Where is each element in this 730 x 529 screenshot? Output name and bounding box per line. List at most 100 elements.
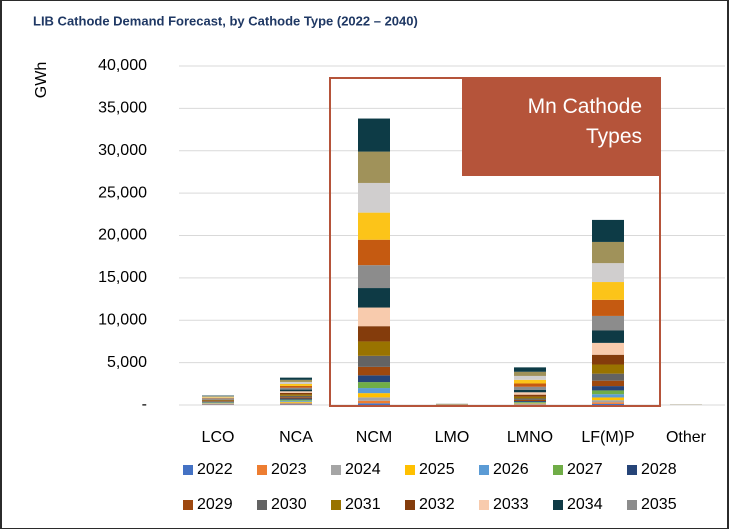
y-tick-label: 5,000 [107, 354, 147, 371]
bar-segment [280, 392, 312, 395]
bar-segment [280, 377, 312, 380]
bar-segment [514, 401, 546, 403]
bar-segment [592, 400, 624, 403]
bar-segment [280, 398, 312, 400]
bar-segment [592, 403, 624, 405]
bar-segment [514, 367, 546, 372]
bar-segment [358, 341, 390, 356]
legend-label: 2026 [493, 461, 529, 478]
bar-segment [514, 394, 546, 397]
legend-swatch [257, 500, 267, 510]
legend-swatch [627, 500, 637, 510]
bar-segment [202, 395, 234, 397]
bar-segment [592, 315, 624, 331]
bar-segment [592, 342, 624, 355]
y-axis-label: GWh [33, 62, 50, 98]
legend-label: 2029 [197, 496, 233, 513]
bar-segment [592, 394, 624, 398]
bar-segment [202, 397, 234, 399]
bar-segment [280, 404, 312, 405]
bar-segment [202, 397, 234, 398]
bar-segment [592, 299, 624, 316]
legend-swatch [479, 500, 489, 510]
bar-segment [592, 282, 624, 300]
y-tick-label: 40,000 [98, 57, 147, 74]
bar-segment [280, 401, 312, 403]
bar-segment [592, 397, 624, 401]
legend-label: 2032 [419, 496, 455, 513]
bar-segment [358, 400, 390, 404]
bar-segment [358, 382, 390, 389]
bar-segment [280, 391, 312, 393]
bar-segment [358, 212, 390, 240]
bar-segment [514, 398, 546, 400]
y-tick-label: 20,000 [98, 227, 147, 244]
x-tick-label: Other [666, 429, 707, 446]
bar-segment [514, 389, 546, 393]
bar-segment [280, 389, 312, 392]
bar-segment [592, 330, 624, 343]
bar-segment [592, 390, 624, 395]
bar-segment [592, 386, 624, 391]
bar-segment [358, 388, 390, 394]
bar-segment [358, 393, 390, 398]
x-tick-label: NCM [356, 429, 392, 446]
legend-label: 2035 [641, 496, 677, 513]
x-tick-label: NCA [279, 429, 313, 446]
legend-label: 2028 [641, 461, 677, 478]
bar-segment [358, 151, 390, 183]
bar-segment [514, 383, 546, 387]
legend-label: 2023 [271, 461, 307, 478]
bar-segment [202, 399, 234, 401]
bar-segment [358, 326, 390, 342]
bar-segment [514, 401, 546, 402]
legend-label: 2033 [493, 496, 529, 513]
bar-segment [358, 288, 390, 308]
x-tick-label: LF(M)P [581, 429, 634, 446]
y-tick-label: 15,000 [98, 269, 147, 286]
x-tick-label: LCO [202, 429, 235, 446]
y-tick-label: 10,000 [98, 311, 147, 328]
legend-swatch [331, 500, 341, 510]
bar-segment [358, 403, 390, 405]
bar-segment [280, 403, 312, 405]
bar-segment [592, 263, 624, 283]
bar-segment [514, 392, 546, 395]
legend-swatch [405, 465, 415, 475]
bar-segment [358, 375, 390, 383]
bar-segment [358, 265, 390, 289]
legend-label: 2034 [567, 496, 603, 513]
bar-segment [514, 396, 546, 399]
legend-swatch [553, 500, 563, 510]
legend-swatch [183, 465, 193, 475]
y-tick-label: 25,000 [98, 184, 147, 201]
y-tick-label: - [142, 396, 147, 413]
x-tick-label: LMNO [507, 429, 553, 446]
bar-segment [514, 371, 546, 376]
bar-segment [280, 385, 312, 388]
legend-swatch [183, 500, 193, 510]
bar-segment [592, 380, 624, 387]
bar-segment [202, 399, 234, 400]
y-tick-label: 35,000 [98, 100, 147, 117]
bar-segment [202, 398, 234, 399]
legend-swatch [257, 465, 267, 475]
bar-segment [514, 375, 546, 380]
bar-segment [280, 387, 312, 390]
bar-segment [592, 354, 624, 365]
annotation: Mn Cathode Types [462, 78, 660, 176]
bar-segment [280, 383, 312, 386]
bar-segment [514, 403, 546, 404]
bar-segment [280, 400, 312, 402]
bar-segment [280, 402, 312, 404]
legend-label: 2022 [197, 461, 233, 478]
x-tick-label: LMO [435, 429, 470, 446]
bar-segment [280, 395, 312, 398]
bar-segment [358, 307, 390, 327]
bar-segment [514, 402, 546, 404]
bar-segment [514, 399, 546, 402]
bar-segment [202, 396, 234, 398]
